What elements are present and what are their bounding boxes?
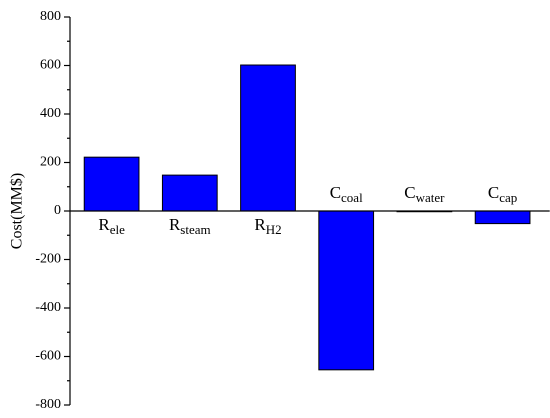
x-tick-label: Rsteam [169,215,211,237]
bar [83,156,140,212]
category-subscript: water [416,190,446,205]
bar [161,174,218,212]
y-tick-label: 600 [40,58,61,73]
category-main: C [488,183,499,202]
x-tick-label: Ccoal [330,183,363,205]
x-tick-label: RH2 [254,215,281,237]
y-tick-label: 400 [40,106,61,121]
bar [318,210,375,371]
category-main: R [98,215,110,234]
category-main: R [254,215,266,234]
bar [240,64,296,212]
y-tick-label: 200 [40,155,61,170]
category-subscript: coal [341,190,363,205]
y-axis-label: Cost(MM$) [9,173,26,249]
category-main: C [330,183,341,202]
bar [474,210,531,225]
y-tick-label: -800 [35,397,61,412]
y-tick-label: -400 [35,300,61,315]
category-subscript: cap [499,190,517,205]
category-main: C [404,183,415,202]
category-main: R [169,215,181,234]
x-tick-label: Ccap [488,183,517,205]
y-tick-label: -200 [35,252,61,267]
category-subscript: ele [110,222,125,237]
y-tick-label: 0 [54,203,61,218]
x-tick-label: Cwater [404,183,445,205]
category-subscript: steam [180,222,210,237]
x-tick-label: Rele [98,215,125,237]
category-subscript: H2 [266,222,282,237]
y-tick-label: -600 [35,349,61,364]
y-tick-label: 800 [40,9,61,24]
